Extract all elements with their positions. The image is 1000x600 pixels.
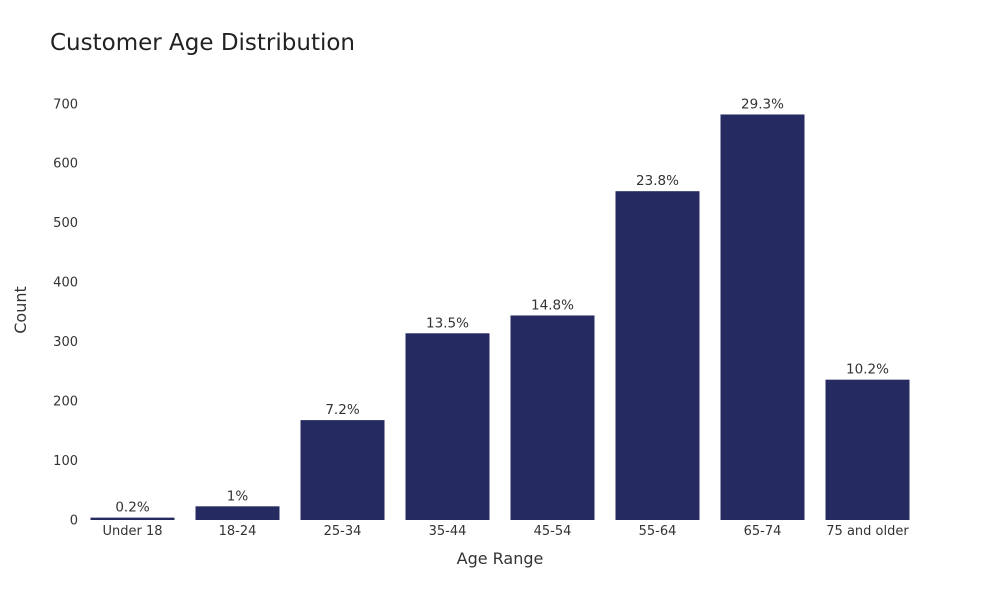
bar-labels: 0.2% 1% 7.2% 13.5% 14.8% 23.8% 29.3% 10.2% [115,96,889,515]
y-tick-label: 0 [70,514,78,529]
y-tick-label: 400 [53,276,78,291]
bar-value-label: 14.8% [531,297,574,313]
y-axis-ticks: 0 100 200 300 400 500 600 700 [53,97,78,528]
x-tick-label: 75 and older [826,524,909,539]
y-tick-label: 700 [53,97,78,112]
chart-title: Customer Age Distribution [50,30,355,56]
bar-value-label: 13.5% [426,315,469,331]
y-tick-label: 300 [53,335,78,350]
x-tick-label: Under 18 [102,524,162,539]
x-tick-label: 35-44 [429,524,467,539]
bar-value-label: 0.2% [115,500,149,516]
x-axis-ticks: Under 18 18-24 25-34 35-44 45-54 55-64 65-74 75… [102,524,909,539]
y-tick-label: 100 [53,454,78,469]
x-tick-label: 55-64 [639,524,677,539]
bar [510,315,595,520]
x-axis-label: Age Range [457,549,544,568]
bar [720,114,805,521]
y-tick-label: 600 [53,157,78,172]
bar [825,379,910,520]
bar-value-label: 23.8% [636,173,679,189]
bar [300,420,385,520]
bars [90,114,910,521]
bar [615,191,700,520]
y-axis-label: Count [11,286,30,334]
bar-value-label: 10.2% [846,362,889,378]
bar-value-label: 1% [227,488,249,504]
bar [195,506,280,520]
x-tick-label: 25-34 [324,524,362,539]
x-tick-label: 18-24 [219,524,257,539]
bar-value-label: 29.3% [741,96,784,112]
x-tick-label: 65-74 [744,524,782,539]
x-tick-label: 45-54 [534,524,572,539]
bar-value-label: 7.2% [325,402,359,418]
y-tick-label: 200 [53,395,78,410]
bar [405,333,490,520]
y-tick-label: 500 [53,216,78,231]
bar [90,517,175,520]
